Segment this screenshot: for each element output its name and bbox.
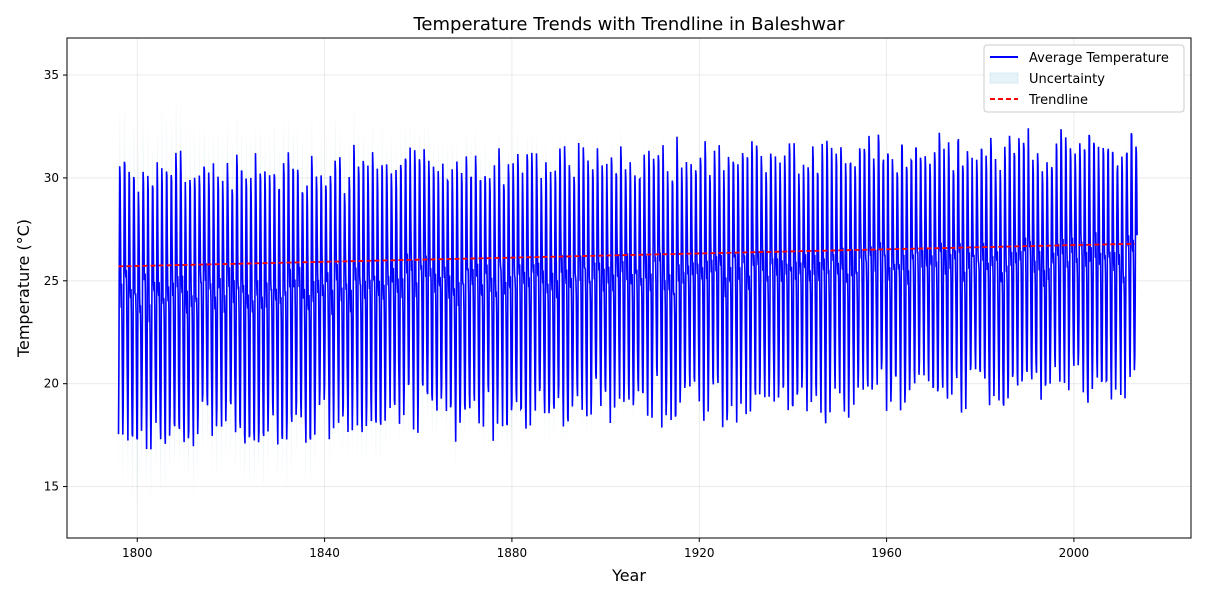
y-tick-label: 35 [44,68,59,82]
legend-trendline-label: Trendline [1028,93,1088,108]
plot-frame [66,37,1192,539]
chart-title: Temperature Trends with Trendline in Bal… [412,14,845,35]
y-axis-label: Temperature (°C) [14,219,33,358]
legend: Average Temperature Uncertainty Trendlin… [983,44,1185,113]
legend-box [983,44,1185,113]
legend-uncertainty-swatch [989,72,1019,84]
y-tick-label: 20 [44,377,59,391]
legend-average-temperature-label: Average Temperature [1029,51,1169,66]
average-temperature-line [117,128,1138,450]
y-tick-label: 15 [44,480,59,494]
data-lines [117,128,1138,450]
x-tick-label: 1880 [497,546,528,560]
x-tick-label: 1840 [309,546,340,560]
x-axis-label: Year [611,566,646,585]
x-tick-label: 1920 [684,546,715,560]
y-tick-label: 30 [44,171,59,185]
x-tick-label: 2000 [1059,546,1090,560]
y-axis-ticks: 15 20 25 30 35 [44,68,67,494]
x-axis-ticks: 1800 1840 1880 1920 1960 2000 [122,538,1089,560]
x-tick-label: 1800 [122,546,153,560]
trendline [118,242,1135,268]
y-tick-label: 25 [44,274,59,288]
x-tick-label: 1960 [871,546,902,560]
legend-uncertainty-label: Uncertainty [1029,72,1105,87]
